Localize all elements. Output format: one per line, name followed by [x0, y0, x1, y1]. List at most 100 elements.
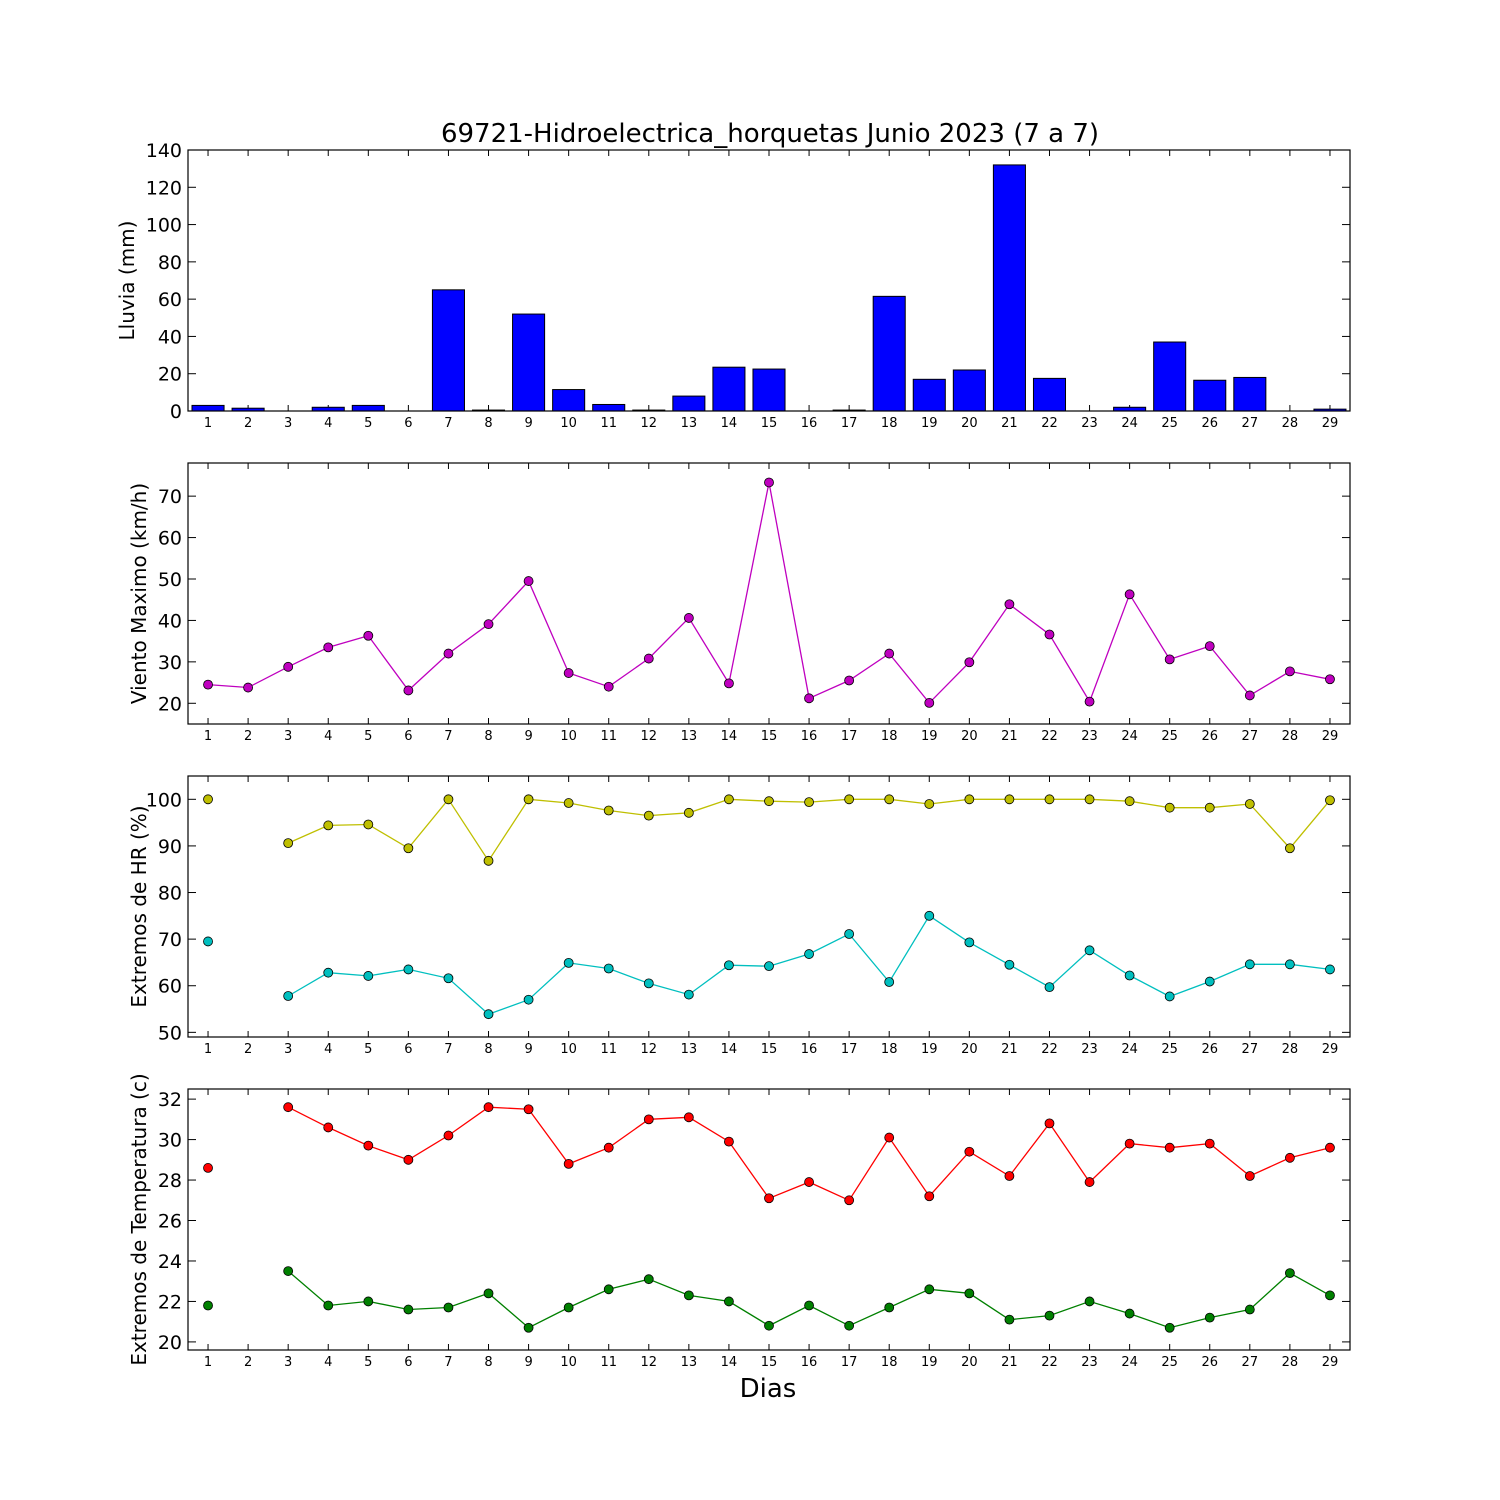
data-point	[523, 1104, 534, 1115]
x-tick-label: 23	[1081, 729, 1098, 744]
x-tick-label: 7	[444, 416, 452, 431]
x-tick-label: 5	[364, 416, 372, 431]
series-1	[191, 164, 1347, 412]
plot-frame	[187, 462, 1351, 725]
y-tick-label: 60	[158, 528, 182, 550]
bar	[952, 369, 986, 412]
data-point	[363, 1296, 374, 1307]
x-tick-label: 13	[681, 416, 698, 431]
x-tick-label: 1	[204, 416, 212, 431]
x-tick-label: 14	[721, 416, 738, 431]
data-point	[643, 810, 654, 821]
data-point	[523, 794, 534, 805]
x-tick-label: 29	[1322, 1042, 1339, 1057]
data-point	[323, 967, 334, 978]
y-tick-label: 28	[158, 1170, 182, 1192]
bar	[872, 295, 906, 412]
x-tick-label: 9	[524, 1355, 532, 1370]
x-tick-label: 2	[244, 1355, 252, 1370]
x-tick-label: 16	[801, 416, 818, 431]
x-tick-label: 28	[1282, 1355, 1299, 1370]
data-point	[323, 1300, 334, 1311]
x-tick-label: 24	[1121, 1355, 1138, 1370]
x-tick-label: 2	[244, 416, 252, 431]
data-point	[683, 613, 694, 623]
data-point	[1325, 674, 1335, 685]
x-tick-label: 25	[1161, 416, 1178, 431]
data-point	[523, 994, 534, 1005]
x-tick-label: 5	[364, 1355, 372, 1370]
data-point	[1164, 1142, 1175, 1153]
y-tick-label: 40	[158, 326, 182, 348]
data-point	[1164, 802, 1175, 813]
x-tick-label: 9	[524, 1042, 532, 1057]
plot-frame	[187, 1088, 1351, 1351]
x-tick-label: 12	[641, 1042, 658, 1057]
data-point	[563, 1302, 574, 1313]
data-point	[1284, 843, 1295, 854]
x-tick-label: 16	[801, 1042, 818, 1057]
x-tick-label: 17	[841, 1042, 858, 1057]
bar	[912, 378, 946, 412]
y-axis-label: Viento Maximo (km/h)	[127, 483, 151, 704]
data-point	[1284, 1268, 1295, 1279]
x-tick-label: 21	[1001, 416, 1018, 431]
data-point	[403, 964, 414, 975]
bar	[672, 395, 706, 412]
x-tick-label: 27	[1242, 729, 1259, 744]
bar	[592, 403, 626, 412]
x-tick-label: 7	[444, 1042, 452, 1057]
x-tick-label: 13	[681, 1042, 698, 1057]
x-tick-label: 18	[881, 1355, 898, 1370]
data-point	[483, 1009, 494, 1020]
data-point	[1044, 794, 1055, 805]
series-1	[203, 1102, 1335, 1206]
data-point	[483, 1288, 494, 1299]
data-point	[1124, 796, 1135, 807]
x-tick-label: 21	[1001, 729, 1018, 744]
data-point	[1325, 1290, 1335, 1301]
data-point	[1204, 641, 1215, 652]
data-point	[884, 1132, 895, 1143]
y-tick-label: 32	[158, 1089, 182, 1111]
x-tick-label: 11	[600, 1042, 617, 1057]
data-point	[1325, 964, 1335, 975]
data-point	[1284, 959, 1295, 970]
data-point	[283, 661, 294, 672]
data-point	[844, 929, 855, 939]
x-tick-label: 8	[484, 729, 492, 744]
x-tick-label: 4	[324, 1355, 332, 1370]
data-point	[1084, 696, 1095, 707]
bar	[752, 368, 786, 412]
data-point	[1084, 794, 1095, 805]
data-point	[403, 1304, 414, 1315]
x-tick-label: 28	[1282, 729, 1299, 744]
data-point	[443, 1302, 454, 1313]
data-point	[203, 794, 213, 805]
data-point	[804, 1177, 814, 1187]
data-point	[603, 805, 614, 816]
plot-frame	[187, 775, 1351, 1038]
y-tick-label: 20	[158, 364, 182, 386]
y-axis-label: Lluvia (mm)	[115, 221, 139, 341]
series-line	[287, 914, 1331, 1015]
x-tick-label: 8	[484, 1042, 492, 1057]
x-tick-label: 3	[284, 416, 292, 431]
data-point	[1004, 1314, 1015, 1325]
x-tick-label: 29	[1322, 729, 1339, 744]
data-point	[403, 685, 414, 696]
bar	[992, 164, 1026, 412]
data-point	[1084, 945, 1095, 956]
data-point	[1284, 666, 1295, 677]
bar	[351, 404, 385, 412]
y-tick-label: 90	[158, 836, 182, 858]
y-tick-label: 20	[158, 1332, 182, 1354]
bar	[1233, 376, 1267, 412]
series-2	[203, 1266, 1335, 1333]
bar	[1193, 379, 1227, 412]
x-tick-label: 23	[1081, 1042, 1098, 1057]
x-tick-label: 29	[1322, 416, 1339, 431]
x-tick-label: 22	[1041, 1042, 1058, 1057]
x-tick-label: 15	[761, 416, 778, 431]
